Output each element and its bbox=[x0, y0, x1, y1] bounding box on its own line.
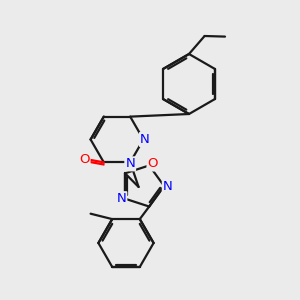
Text: O: O bbox=[148, 158, 158, 170]
Text: N: N bbox=[140, 133, 150, 146]
Text: N: N bbox=[117, 192, 126, 205]
Text: N: N bbox=[163, 179, 172, 193]
Text: O: O bbox=[79, 153, 89, 166]
Text: N: N bbox=[125, 158, 135, 170]
